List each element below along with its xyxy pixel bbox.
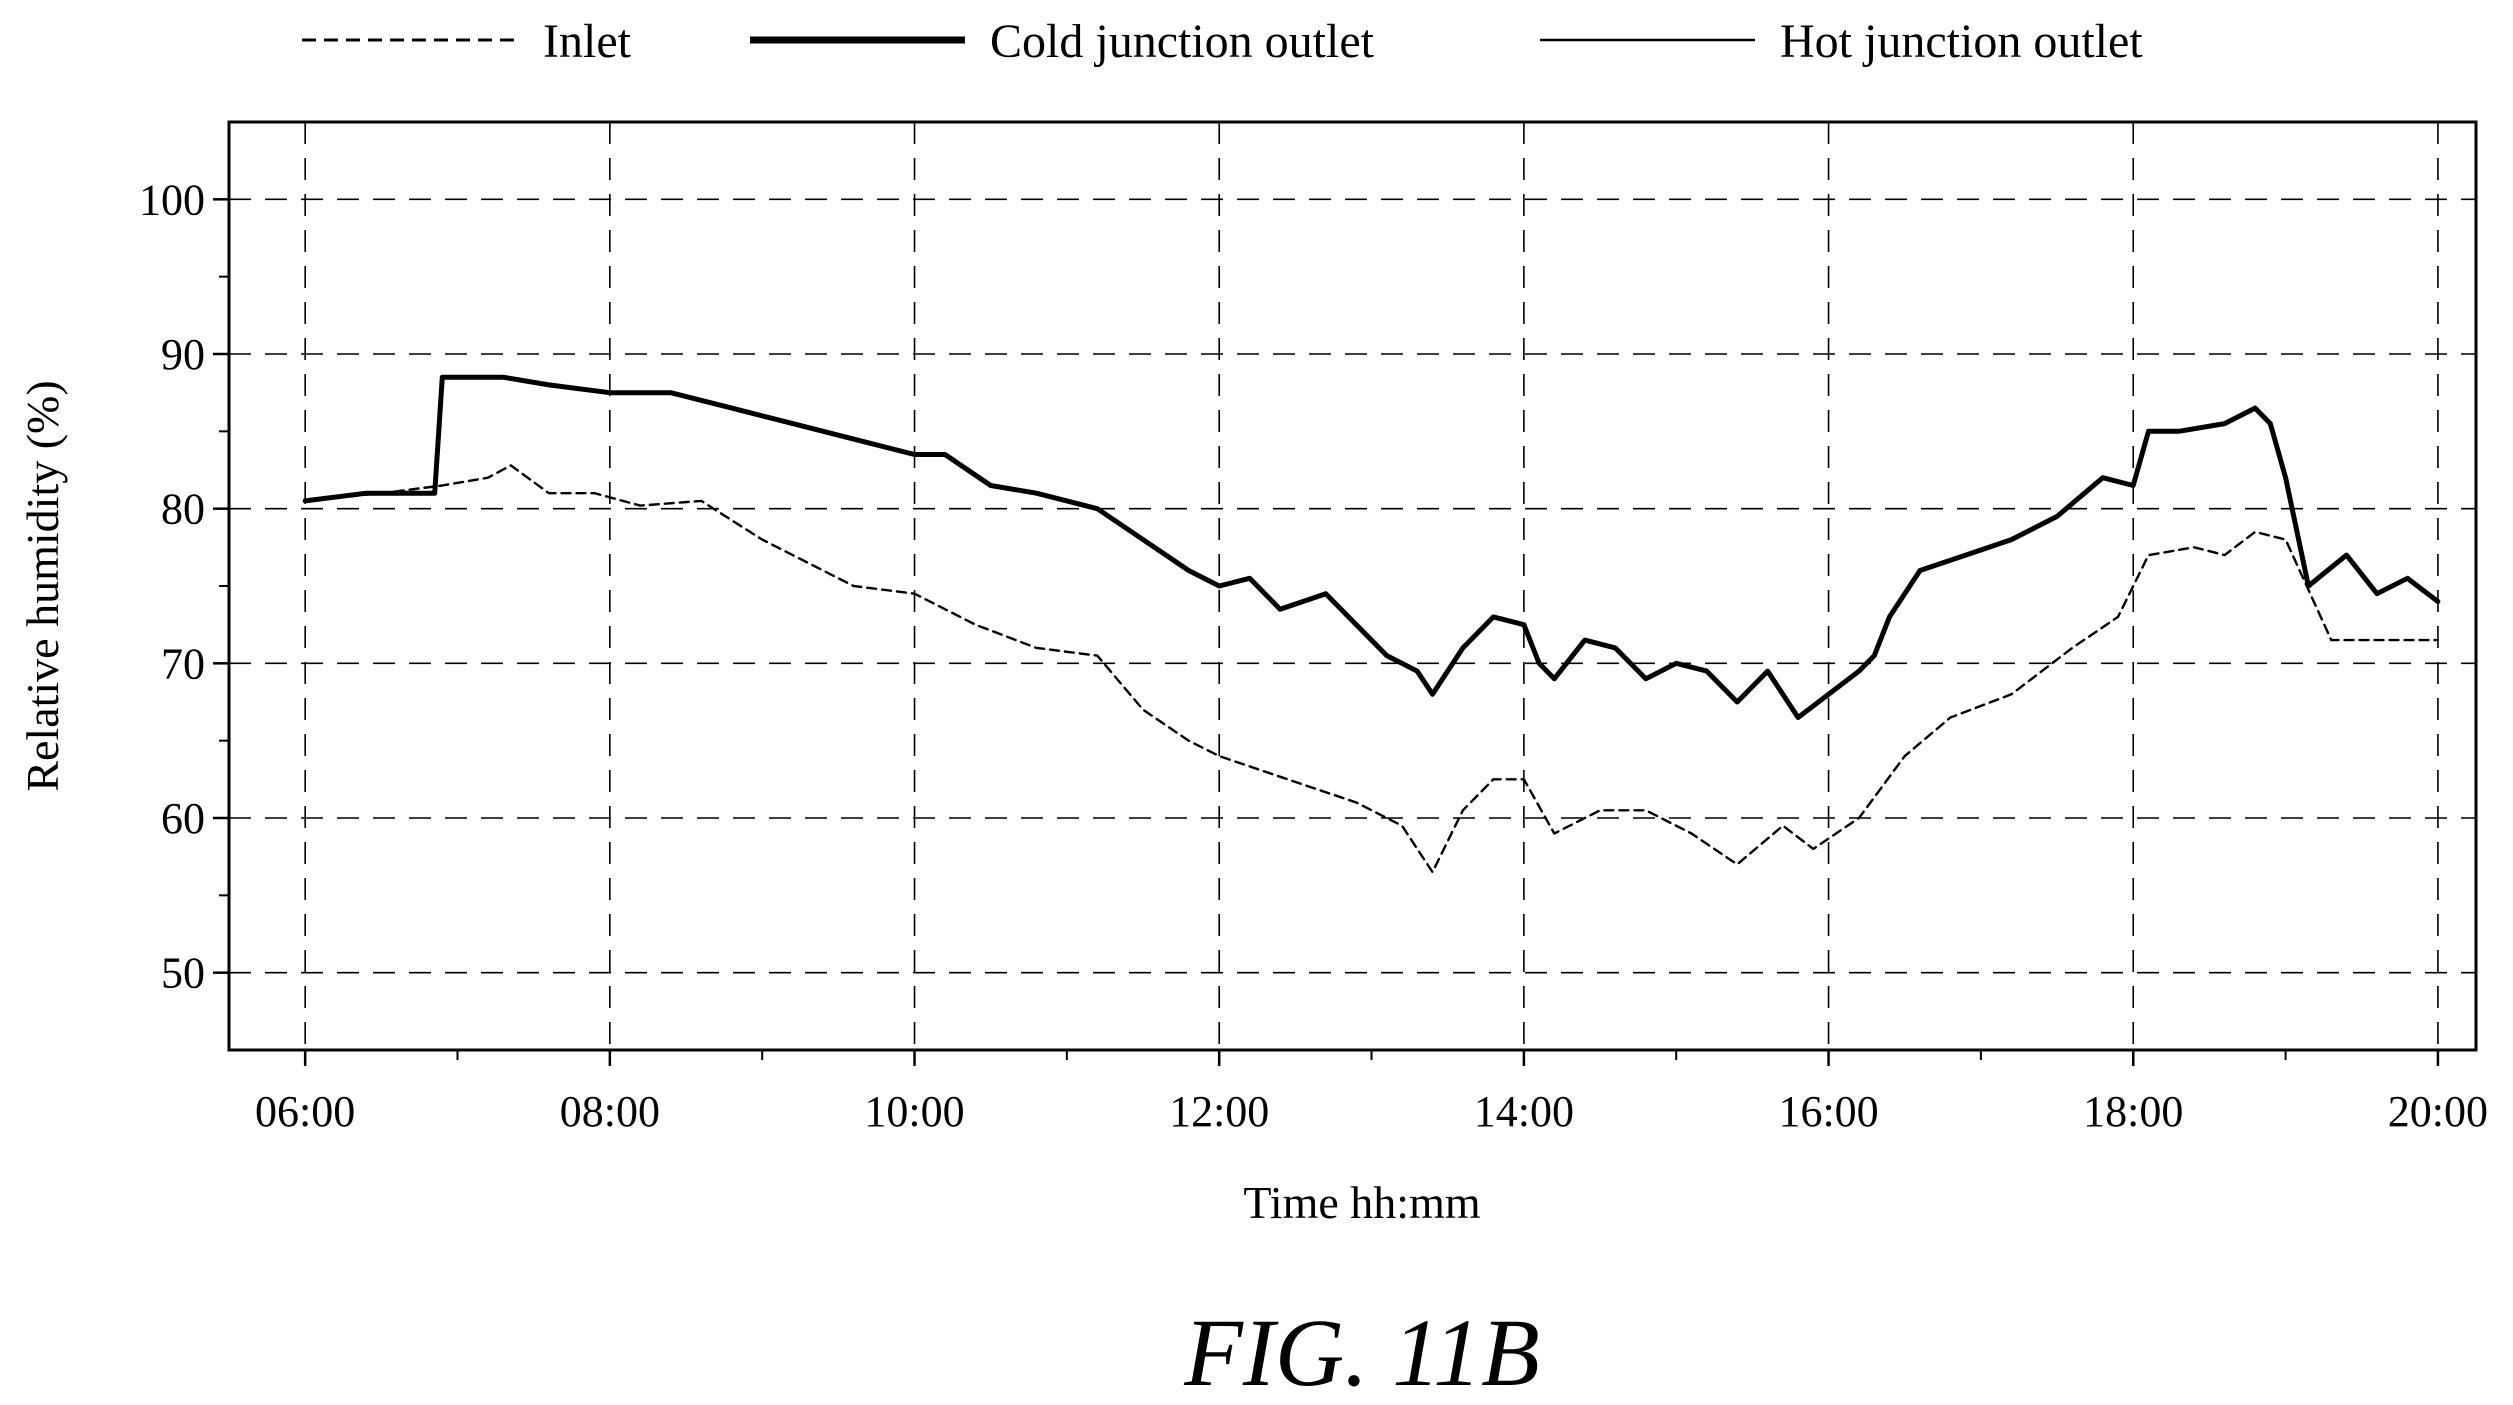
y-axis-label: Relative humidity (%) — [17, 380, 68, 791]
legend-entry-inlet: Inlet — [302, 15, 632, 68]
x-tick-label-1400: 14:00 — [1474, 1087, 1574, 1136]
legend: Inlet Cold junction outlet Hot junction … — [302, 15, 2143, 68]
legend-label-cold-junction-outlet: Cold junction outlet — [990, 15, 1375, 68]
series-line-inlet — [304, 464, 2440, 874]
x-tick-label-2000: 20:00 — [2388, 1087, 2488, 1136]
legend-entry-hot-junction-outlet: Hot junction outlet — [1540, 15, 2143, 68]
series-line-cold-junction-outlet — [302, 374, 2441, 720]
axis-tick-labels: 06:00 08:00 10:00 12:00 14:00 16:00 18:00 20:00… — [139, 175, 2488, 1136]
legend-label-inlet: Inlet — [543, 15, 632, 68]
figure-caption: FIG. 11B — [1183, 1299, 1539, 1405]
x-axis-label: Time hh:mm — [1243, 1177, 1481, 1228]
x-tick-label-1800: 18:00 — [2083, 1087, 2183, 1136]
grid — [229, 122, 2476, 1050]
y-tick-label-60: 60 — [161, 794, 205, 843]
series-layer — [302, 374, 2441, 874]
legend-label-hot-junction-outlet: Hot junction outlet — [1780, 15, 2143, 68]
y-tick-label-80: 80 — [161, 485, 205, 534]
y-tick-label-100: 100 — [139, 175, 205, 224]
x-tick-label-1600: 16:00 — [1778, 1087, 1878, 1136]
y-tick-label-50: 50 — [161, 949, 205, 998]
axis-ticks — [213, 198, 2440, 1066]
legend-entry-cold-junction-outlet: Cold junction outlet — [750, 15, 1375, 68]
x-tick-label-0800: 08:00 — [560, 1087, 660, 1136]
y-tick-label-90: 90 — [161, 330, 205, 379]
x-tick-label-0600: 06:00 — [255, 1087, 355, 1136]
y-tick-label-70: 70 — [161, 639, 205, 688]
x-tick-label-1000: 10:00 — [864, 1087, 964, 1136]
x-tick-label-1200: 12:00 — [1169, 1087, 1269, 1136]
plot-area-frame — [227, 120, 2478, 1052]
